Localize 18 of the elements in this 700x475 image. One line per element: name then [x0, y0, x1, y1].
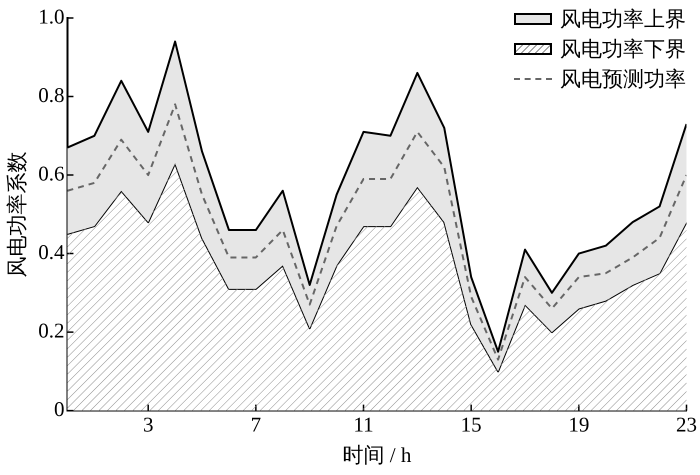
y-axis-title: 风电功率系数	[5, 151, 30, 278]
legend-label: 风电功率下界	[560, 36, 686, 63]
y-tick-label: 0.2	[38, 318, 64, 343]
y-tick-label: 0.4	[38, 240, 65, 264]
x-tick-label: 11	[353, 412, 374, 437]
y-tick-label: 1.0	[38, 4, 64, 29]
x-axis-title: 时间 / h	[342, 442, 412, 467]
line-series	[67, 103, 686, 361]
x-tick-label: 15	[460, 412, 482, 437]
legend-label: 风电功率上界	[560, 6, 686, 33]
y-tick-label: 0	[54, 397, 64, 422]
x-tick-label: 3	[142, 412, 154, 437]
y-tick-label: 0.6	[38, 162, 64, 186]
x-tick-label: 7	[250, 412, 262, 437]
y-tick-label: 0.8	[38, 83, 64, 108]
legend-label: 风电预测功率	[560, 66, 686, 93]
x-tick-label: 19	[568, 412, 590, 437]
x-tick-label: 23	[676, 412, 697, 437]
